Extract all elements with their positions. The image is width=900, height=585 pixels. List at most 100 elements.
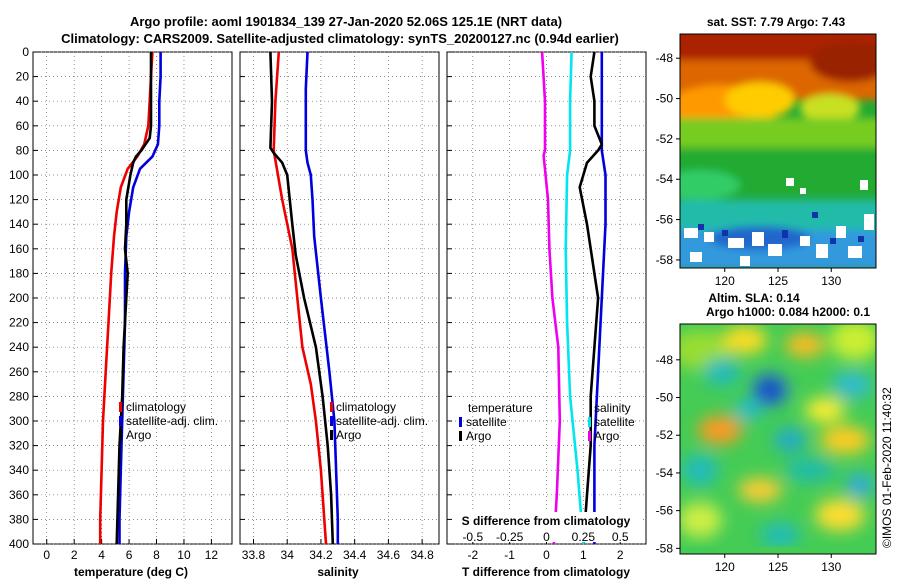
x-tick-label: 34.6	[377, 548, 401, 562]
legend-temperature-title: temperature	[468, 401, 533, 415]
t-difference-xlabel: T difference from climatology	[462, 565, 630, 579]
legend-satellite: satellite-adj. clim.	[126, 414, 218, 428]
legend-s-satellite: satellite	[594, 415, 635, 429]
salinity-xlabel: salinity	[317, 565, 359, 579]
lon-tick-label: 130	[821, 274, 841, 288]
series-line-temperature-satellite	[593, 52, 607, 544]
depth-tick-label: 140	[9, 217, 29, 231]
x-tick-label: 34.2	[309, 548, 333, 562]
imos-credit: ©IMOS 01-Feb-2020 11:40:32	[880, 387, 894, 548]
x-tick-label: 4	[98, 548, 105, 562]
t-difference-x-axis: -2 -1 0 1 2	[467, 548, 623, 562]
x-tick-label: -2	[467, 548, 478, 562]
temperature-panel	[32, 51, 233, 545]
legend-climatology-swatch	[119, 402, 122, 412]
sst-lat-axis: -48 -50 -52 -54 -56 -58	[656, 51, 680, 267]
lon-tick-label: 125	[768, 560, 788, 574]
legend-climatology: climatology	[126, 400, 186, 414]
lon-tick-label: 125	[768, 274, 788, 288]
depth-tick-label: 320	[9, 439, 29, 453]
x-tick-label: 34.8	[410, 548, 434, 562]
title-line2: Climatology: CARS2009. Satellite-adjuste…	[61, 31, 619, 46]
s-difference-label: S difference from climatology	[462, 514, 631, 528]
x-tick-label: -1	[504, 548, 515, 562]
legend-satellite-swatch	[330, 416, 333, 426]
x-tick-label: 10	[177, 548, 191, 562]
depth-tick-label: 160	[9, 242, 29, 256]
salinity-series	[269, 52, 340, 544]
x-tick-label: 2	[71, 548, 78, 562]
legend-t-argo: Argo	[466, 429, 492, 443]
x-tick-label: 33.8	[242, 548, 266, 562]
s-tick-label: 0	[543, 530, 550, 544]
sla-lon-axis: 120 125 130	[715, 554, 842, 574]
series-line-argo	[269, 52, 335, 544]
sst-map-title: sat. SST: 7.79 Argo: 7.43	[707, 15, 846, 29]
legend-salinity-title: salinity	[594, 401, 631, 415]
salinity-x-axis: 33.8 34 34.2 34.4 34.6 34.8	[242, 548, 434, 562]
depth-tick-label: 220	[9, 316, 29, 330]
lat-tick-label: -50	[656, 92, 674, 106]
s-tick-label: -0.5	[462, 530, 483, 544]
temperature-xlabel: temperature (deg C)	[74, 565, 188, 579]
lat-tick-label: -52	[656, 428, 674, 442]
lat-tick-label: -56	[656, 213, 674, 227]
legend-t-satellite-swatch	[459, 417, 462, 427]
series-line-satellite-adj-clim-	[304, 52, 340, 544]
difference-legend: temperature satellite Argo salinity sate…	[459, 401, 635, 443]
x-tick-label: 1	[580, 548, 587, 562]
lat-tick-label: -48	[656, 353, 674, 367]
depth-tick-label: 80	[16, 143, 30, 157]
lat-tick-label: -52	[656, 132, 674, 146]
sst-map	[680, 34, 876, 268]
lat-tick-label: -50	[656, 391, 674, 405]
legend-climatology-swatch	[330, 402, 333, 412]
legend-t-satellite: satellite	[466, 415, 507, 429]
sla-map	[680, 324, 876, 554]
lon-tick-label: 120	[715, 560, 735, 574]
s-difference-axis-bg	[452, 512, 640, 542]
legend-argo-swatch	[119, 430, 122, 440]
legend-satellite: satellite-adj. clim.	[336, 414, 428, 428]
depth-tick-label: 360	[9, 488, 29, 502]
legend-climatology: climatology	[336, 400, 396, 414]
series-line-climatology	[272, 52, 328, 544]
sla-map-title2: Argo h1000: 0.084 h2000: 0.1	[706, 305, 870, 319]
legend-s-argo: Argo	[594, 429, 620, 443]
legend-satellite-swatch	[119, 416, 122, 426]
x-tick-label: 2	[617, 548, 624, 562]
depth-tick-label: 40	[16, 94, 30, 108]
legend-s-argo-swatch	[588, 431, 591, 441]
x-tick-label: 0	[43, 548, 50, 562]
title-line1: Argo profile: aoml 1901834_139 27-Jan-20…	[130, 14, 562, 29]
depth-tick-label: 0	[22, 45, 29, 59]
s-difference-axis: -0.5 -0.25 0 0.25 0.5	[462, 530, 628, 544]
x-tick-label: 6	[126, 548, 133, 562]
x-tick-label: 0	[543, 548, 550, 562]
lat-tick-label: -58	[656, 541, 674, 555]
lon-tick-label: 120	[715, 274, 735, 288]
x-tick-label: 12	[205, 548, 219, 562]
lat-tick-label: -54	[656, 172, 674, 186]
temperature-legend: climatology satellite-adj. clim. Argo	[119, 400, 218, 442]
legend-argo-swatch	[330, 430, 333, 440]
legend-t-argo-swatch	[459, 431, 462, 441]
depth-axis: 0 20 40 60 80 100 120 140 160 180 200 220 240 260 280 3…	[9, 45, 29, 551]
s-tick-label: 0.25	[572, 530, 596, 544]
legend-s-satellite-swatch	[588, 417, 591, 427]
series-line-argo	[115, 52, 153, 544]
lat-tick-label: -58	[656, 253, 674, 267]
salinity-legend: climatology satellite-adj. clim. Argo	[330, 400, 428, 442]
sla-lat-axis: -48 -50 -52 -54 -56 -58	[656, 353, 680, 555]
lat-tick-label: -54	[656, 466, 674, 480]
series-line-salinity-argo	[540, 52, 562, 544]
depth-tick-label: 200	[9, 291, 29, 305]
salinity-panel	[239, 51, 440, 545]
depth-tick-label: 340	[9, 463, 29, 477]
s-tick-label: -0.25	[496, 530, 524, 544]
s-tick-label: 0.5	[612, 530, 629, 544]
series-line-salinity-satellite	[564, 52, 585, 544]
depth-tick-label: 280	[9, 389, 29, 403]
depth-tick-label: 400	[9, 537, 29, 551]
